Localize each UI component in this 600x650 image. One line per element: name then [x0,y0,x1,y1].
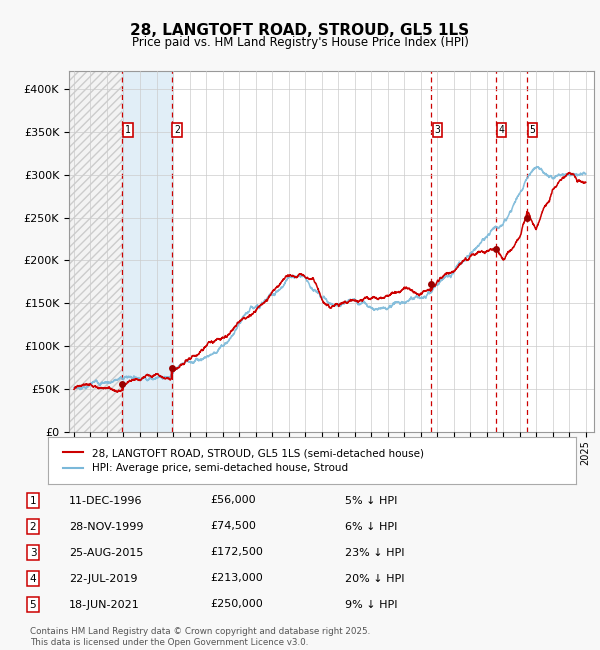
Text: 23% ↓ HPI: 23% ↓ HPI [345,547,404,558]
Text: 1: 1 [125,125,131,135]
Text: 5: 5 [530,125,536,135]
Legend: 28, LANGTOFT ROAD, STROUD, GL5 1LS (semi-detached house), HPI: Average price, se: 28, LANGTOFT ROAD, STROUD, GL5 1LS (semi… [58,444,428,478]
Text: 28, LANGTOFT ROAD, STROUD, GL5 1LS: 28, LANGTOFT ROAD, STROUD, GL5 1LS [130,23,470,38]
Text: 4: 4 [499,125,504,135]
Text: 3: 3 [29,547,37,558]
Text: £250,000: £250,000 [210,599,263,610]
Text: 6% ↓ HPI: 6% ↓ HPI [345,521,397,532]
Text: 3: 3 [434,125,440,135]
Text: £74,500: £74,500 [210,521,256,532]
Text: 4: 4 [29,573,37,584]
Bar [122,72,172,432]
Text: 20% ↓ HPI: 20% ↓ HPI [345,573,404,584]
Text: £172,500: £172,500 [210,547,263,558]
Text: Contains HM Land Registry data © Crown copyright and database right 2025.
This d: Contains HM Land Registry data © Crown c… [30,627,370,647]
Text: £213,000: £213,000 [210,573,263,584]
Text: 18-JUN-2021: 18-JUN-2021 [69,599,140,610]
Text: £56,000: £56,000 [210,495,256,506]
Bar [69,72,122,432]
Text: 2: 2 [29,521,37,532]
Text: 25-AUG-2015: 25-AUG-2015 [69,547,143,558]
Text: 28-NOV-1999: 28-NOV-1999 [69,521,143,532]
Text: 22-JUL-2019: 22-JUL-2019 [69,573,137,584]
Text: 1: 1 [29,495,37,506]
Text: Price paid vs. HM Land Registry's House Price Index (HPI): Price paid vs. HM Land Registry's House … [131,36,469,49]
Text: 5% ↓ HPI: 5% ↓ HPI [345,495,397,506]
Text: 2: 2 [174,125,180,135]
Bar [69,72,122,432]
Text: 5: 5 [29,599,37,610]
Text: 9% ↓ HPI: 9% ↓ HPI [345,599,398,610]
Text: 11-DEC-1996: 11-DEC-1996 [69,495,143,506]
